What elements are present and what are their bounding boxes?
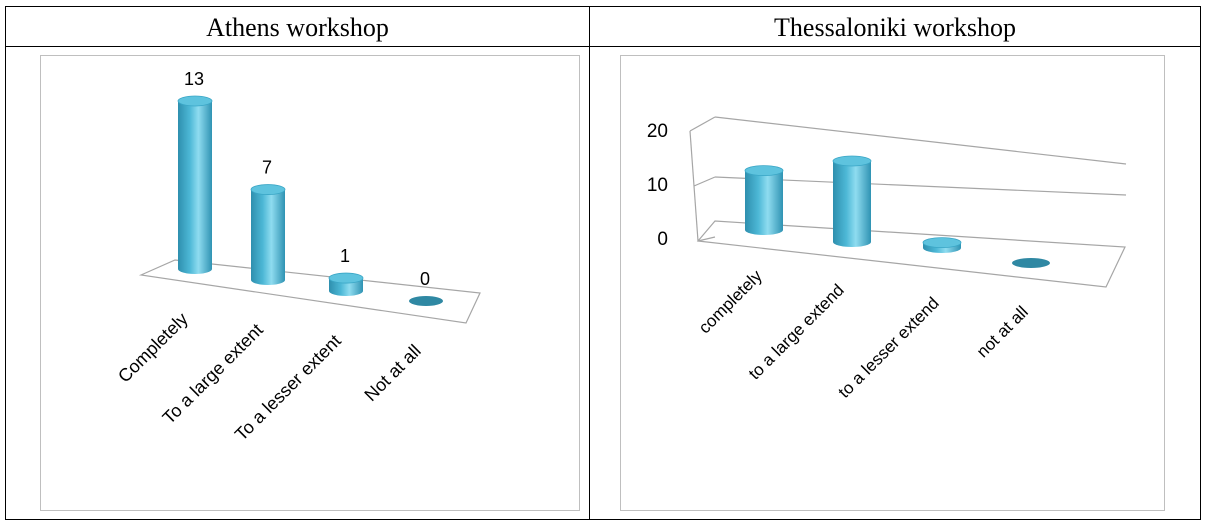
thessaloniki-y-tick-20: 20	[647, 121, 668, 142]
column-divider	[589, 7, 590, 519]
thessaloniki-bar-completely	[744, 165, 784, 235]
athens-data-label-to-a-large-extent: 7	[262, 158, 272, 178]
athens-bar-to-a-large-extent	[250, 184, 286, 285]
thessaloniki-bar-to-a-large-extend	[832, 155, 872, 247]
athens-category-label-completely: Completely	[114, 309, 192, 387]
athens-data-label-not-at-all: 0	[420, 269, 430, 289]
survey-results-table: Athens workshop Thessaloniki workshop 13…	[5, 6, 1201, 520]
athens-bar-completely-top	[177, 95, 213, 107]
athens-data-label-completely: 13	[184, 69, 204, 89]
thessaloniki-bar-not-at-all	[1012, 258, 1050, 268]
thessaloniki-grid-10	[714, 176, 1127, 196]
athens-bar-to-a-lesser-extent	[328, 272, 364, 296]
thessaloniki-y-tick-10: 10	[647, 175, 668, 196]
thessaloniki-category-label-to-a-lesser-extend: to a lesser extend	[834, 293, 942, 401]
athens-bar-completely	[177, 95, 213, 274]
athens-bar-to-a-lesser-extent-top	[328, 272, 364, 284]
athens-plot-frame	[40, 55, 580, 511]
athens-category-label-not-at-all: Not at all	[360, 341, 424, 405]
thessaloniki-grid-20	[714, 116, 1127, 165]
athens-floor	[138, 259, 481, 324]
thessaloniki-bar-completely-top	[744, 165, 784, 176]
thessaloniki-bar-to-a-lesser-extend-top	[922, 237, 962, 249]
thessaloniki-category-label-to-a-large-extend: to a large extend	[745, 280, 848, 383]
thessaloniki-header: Thessaloniki workshop	[774, 13, 1016, 42]
thessaloniki-y-tick-0: 0	[657, 229, 668, 250]
header-divider	[6, 46, 1200, 47]
thessaloniki-bar-to-a-lesser-extend	[922, 237, 962, 253]
thessaloniki-bar-to-a-large-extend-top	[832, 155, 872, 167]
thessaloniki-bar-completely-body	[745, 170, 783, 235]
thessaloniki-floor	[696, 220, 1126, 288]
athens-header: Athens workshop	[206, 13, 389, 42]
athens-bar-not-at-all	[409, 296, 443, 306]
thessaloniki-plot-frame	[620, 55, 1165, 511]
athens-data-label-to-a-lesser-extent: 1	[340, 246, 350, 266]
thessaloniki-wall-edge-2	[697, 236, 716, 242]
athens-bar-to-a-large-extent-body	[251, 189, 285, 285]
thessaloniki-wall-edge-0	[689, 116, 716, 132]
athens-bar-not-at-all-disc	[409, 296, 443, 306]
thessaloniki-category-label-not-at-all: not at all	[973, 302, 1032, 361]
thessaloniki-wall-edge-1	[693, 176, 716, 187]
athens-bar-completely-body	[178, 101, 212, 274]
thessaloniki-bar-to-a-large-extend-body	[833, 161, 871, 247]
thessaloniki-category-label-completely: completely	[695, 266, 766, 337]
athens-bar-to-a-large-extent-top	[250, 184, 286, 195]
thessaloniki-bar-not-at-all-disc	[1012, 258, 1050, 268]
